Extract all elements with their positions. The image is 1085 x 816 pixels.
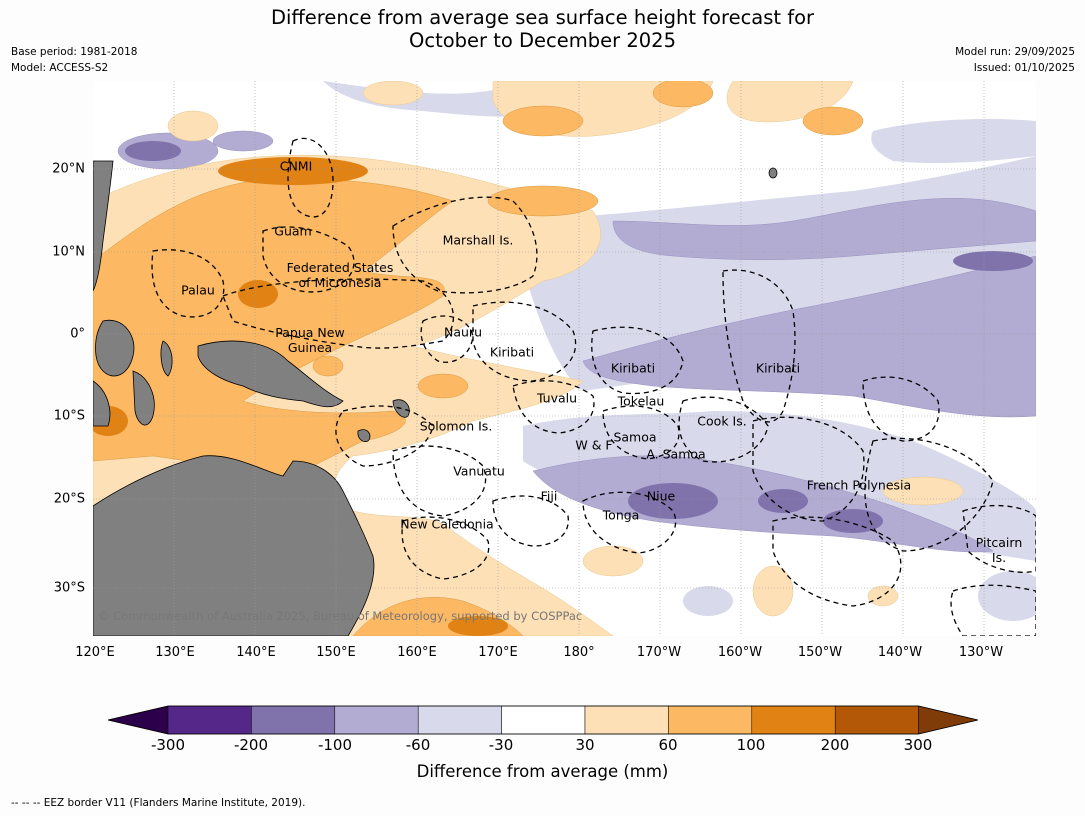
lat-label: 10°S [53, 408, 85, 424]
label-marshall: Marshall Is. [442, 232, 514, 248]
label-tokelau: Tokelau [617, 393, 665, 409]
title-line-1: Difference from average sea surface heig… [270, 6, 815, 29]
eez-footnote: -- -- -- EEZ border V11 (Flanders Marine… [11, 797, 306, 809]
lat-label: 30°S [53, 580, 85, 596]
colorbar-tick: -300 [150, 736, 186, 754]
colorbar-tick: 200 [820, 736, 850, 754]
colorbar-tick: -60 [405, 736, 431, 754]
colorbar-segment [501, 705, 586, 735]
lon-label: 150°W [797, 645, 843, 660]
colorbar-tick: -30 [488, 736, 514, 754]
label-niue: Niue [646, 488, 676, 504]
lon-label: 170°E [478, 645, 518, 660]
model-name: Model: ACCESS-S2 [11, 62, 109, 74]
map-title: Difference from average sea surface heig… [0, 6, 1085, 52]
colorbar-segment [334, 705, 419, 735]
colorbar-segment [251, 705, 336, 735]
anomaly-medium-orange [93, 81, 864, 636]
copyright-notice: © Commonwealth of Australia 2025, Bureau… [98, 609, 583, 623]
lon-label: 120°E [75, 645, 115, 660]
colorbar-tick: -200 [233, 736, 269, 754]
colorbar-tick: -100 [317, 736, 353, 754]
label-fsm: Federated States of Micronesia [286, 260, 394, 290]
colorbar [108, 705, 978, 735]
anomaly-dark-purple [125, 141, 1033, 533]
map-panel: CNMI Guam Marshall Is. Palau Federated S… [93, 81, 1036, 636]
lon-label: 170°W [636, 645, 682, 660]
issued-date: Issued: 01/10/2025 [973, 62, 1075, 74]
label-fiji: Fiji [540, 488, 558, 504]
label-kiribati-central: Kiribati [610, 360, 656, 376]
anomaly-dark-orange [93, 157, 508, 636]
colorbar-tick: 60 [658, 736, 678, 754]
label-palau: Palau [181, 282, 215, 298]
lat-label: 20°S [53, 491, 85, 507]
eez-borders [151, 137, 1036, 636]
label-tuvalu: Tuvalu [536, 390, 578, 406]
meta-left: Base period: 1981-2018 Model: ACCESS-S2 [11, 44, 137, 76]
anomaly-medium-purple [117, 130, 1036, 553]
colorbar-tick: 300 [903, 736, 933, 754]
colorbar-segment [417, 705, 502, 735]
label-nauru: Nauru [444, 324, 482, 340]
map-svg [93, 81, 1036, 636]
label-samoa: Samoa [613, 429, 657, 445]
lon-label: 180° [563, 645, 595, 660]
title-line-2: October to December 2025 [409, 29, 676, 52]
label-new-caledonia: New Caledonia [400, 516, 494, 532]
label-guam: Guam [274, 223, 312, 239]
lat-label: 0° [70, 326, 85, 342]
label-cnmi: CNMI [279, 158, 313, 174]
label-cook: Cook Is. [697, 413, 747, 429]
gridlines [93, 81, 1036, 636]
colorbar-segment [751, 705, 836, 735]
colorbar-segment [167, 705, 252, 735]
colorbar-tick: 30 [575, 736, 595, 754]
lon-label: 160°E [397, 645, 437, 660]
label-french-polynesia: French Polynesia [806, 477, 912, 493]
lon-label: 140°E [236, 645, 276, 660]
colorbar-segment [108, 705, 169, 735]
lon-label: 130°W [958, 645, 1004, 660]
meta-right: Model run: 29/09/2025 Issued: 01/10/2025 [955, 44, 1075, 76]
label-wallis-futuna: W & F [575, 437, 613, 453]
colorbar-segment [668, 705, 753, 735]
colorbar-segment [834, 705, 919, 735]
colorbar-tick: 100 [736, 736, 766, 754]
lon-label: 150°E [316, 645, 356, 660]
base-period: Base period: 1981-2018 [11, 46, 138, 58]
label-kiribati-west: Kiribati [489, 344, 535, 360]
colorbar-segment [918, 705, 978, 735]
lat-label: 10°N [52, 244, 85, 260]
lat-label: 20°N [52, 161, 85, 177]
label-vanuatu: Vanuatu [453, 463, 505, 479]
label-american-samoa: A. Samoa [646, 446, 706, 462]
lon-label: 160°W [717, 645, 763, 660]
colorbar-segment [584, 705, 669, 735]
model-run: Model run: 29/09/2025 [955, 46, 1075, 58]
label-tonga: Tonga [602, 507, 640, 523]
colorbar-label: Difference from average (mm) [416, 762, 669, 781]
label-pitcairn: Pitcairn Is. [975, 535, 1023, 565]
lon-label: 130°E [155, 645, 195, 660]
label-solomon: Solomon Is. [419, 418, 493, 434]
label-png: Papua New Guinea [275, 325, 345, 355]
label-kiribati-east: Kiribati [755, 360, 801, 376]
lon-label: 140°W [877, 645, 923, 660]
